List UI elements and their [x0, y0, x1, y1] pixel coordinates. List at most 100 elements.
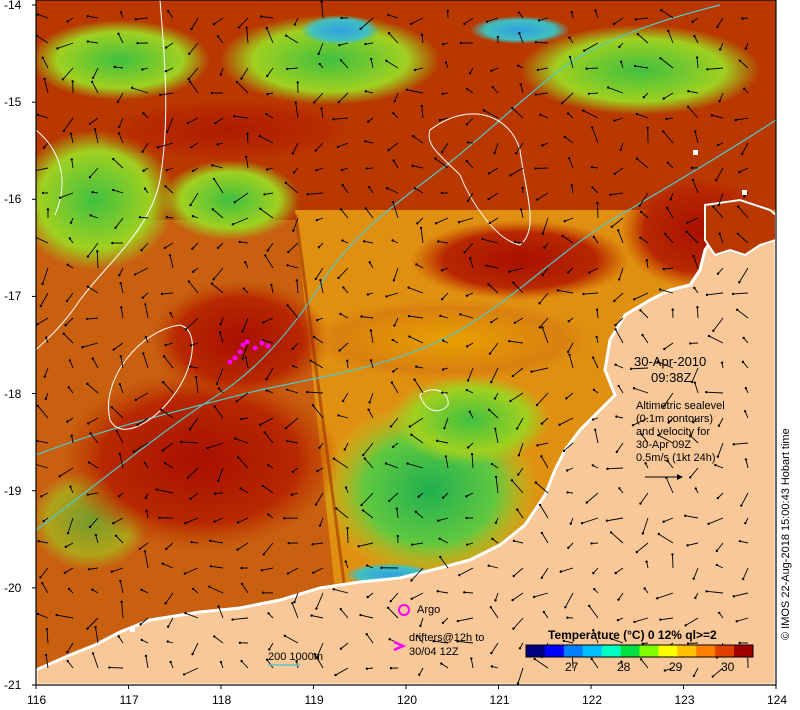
velocity-arrow-head: [245, 26, 248, 29]
velocity-arrow-head: [43, 375, 46, 378]
velocity-arrow: [735, 117, 749, 121]
velocity-arrow: [662, 131, 674, 144]
velocity-arrow-head: [591, 418, 595, 421]
velocity-arrow-head: [691, 421, 695, 424]
velocity-arrow-head: [415, 365, 418, 368]
velocity-arrow-head: [361, 509, 365, 512]
velocity-arrow-head: [635, 157, 639, 160]
velocity-arrow-head: [166, 9, 170, 13]
velocity-arrow-head: [159, 93, 162, 97]
velocity-arrow: [119, 453, 124, 469]
velocity-arrow: [146, 510, 149, 519]
velocity-arrow: [512, 107, 524, 119]
velocity-arrow-head: [635, 550, 639, 554]
velocity-arrow: [286, 389, 299, 394]
velocity-arrow: [688, 90, 699, 94]
velocity-arrow-head: [563, 135, 567, 139]
velocity-arrow: [44, 78, 49, 94]
velocity-arrow-head: [491, 86, 494, 89]
velocity-arrow-head: [360, 503, 363, 507]
velocity-arrow-head: [363, 457, 367, 460]
velocity-arrow-head: [236, 456, 240, 459]
velocity-arrow: [41, 492, 49, 497]
velocity-arrow-head: [642, 96, 645, 99]
velocity-arrow-head: [130, 86, 134, 90]
colorbar-tick-label: 28: [617, 660, 631, 674]
velocity-arrow-head: [487, 172, 491, 175]
velocity-arrow-head: [418, 673, 421, 676]
velocity-arrow-head: [132, 450, 136, 453]
velocity-arrow-head: [444, 455, 448, 458]
velocity-arrow-head: [518, 647, 522, 650]
velocity-arrow: [531, 367, 549, 373]
velocity-arrow-head: [466, 141, 470, 144]
velocity-arrow-head: [144, 335, 148, 339]
velocity-arrow: [741, 142, 749, 155]
velocity-arrow-head: [120, 306, 123, 309]
velocity-arrow-head: [607, 86, 610, 89]
velocity-arrow: [337, 142, 349, 148]
velocity-arrow: [307, 192, 324, 195]
velocity-arrow-head: [441, 621, 445, 624]
velocity-arrow-head: [407, 314, 411, 318]
velocity-arrow: [292, 342, 299, 350]
velocity-arrow-head: [114, 534, 118, 538]
velocity-arrow: [467, 192, 474, 202]
velocity-arrow-head: [614, 323, 617, 327]
velocity-arrow: [663, 267, 674, 270]
velocity-arrow-head: [392, 112, 395, 115]
velocity-arrow-head: [287, 250, 290, 254]
velocity-arrow: [596, 309, 599, 319]
velocity-arrow-head: [590, 165, 593, 169]
velocity-arrow-head: [219, 660, 223, 664]
velocity-arrow: [270, 284, 274, 294]
velocity-arrow: [313, 567, 324, 574]
velocity-arrow-head: [535, 403, 539, 407]
velocity-arrow-head: [580, 522, 584, 525]
velocity-arrow-head: [441, 368, 445, 371]
altimetry-text: Altimetric sealevel (0.1m contours) and …: [636, 400, 766, 465]
velocity-arrow-head: [311, 404, 315, 407]
velocity-arrow: [291, 602, 299, 619]
velocity-arrow-head: [419, 624, 422, 628]
velocity-arrow: [591, 127, 599, 144]
velocity-arrow-head: [738, 59, 742, 62]
velocity-arrow: [213, 178, 224, 194]
velocity-arrow-head: [518, 32, 521, 35]
velocity-arrow: [739, 60, 749, 69]
velocity-arrow-head: [395, 507, 399, 510]
velocity-arrow-head: [263, 254, 267, 257]
velocity-arrow-head: [366, 595, 369, 599]
velocity-arrow: [185, 612, 199, 619]
velocity-arrow: [212, 164, 224, 169]
velocity-arrow: [88, 567, 99, 570]
velocity-arrow: [591, 658, 599, 669]
velocity-arrow: [586, 67, 599, 70]
velocity-arrow-head: [437, 519, 440, 522]
velocity-arrow-head: [117, 495, 121, 498]
velocity-arrow: [361, 316, 374, 319]
velocity-arrow-head: [440, 269, 444, 272]
velocity-arrow: [87, 41, 99, 44]
velocity-arrow-head: [468, 410, 471, 413]
velocity-arrow-head: [490, 651, 493, 655]
velocity-arrow-head: [66, 659, 69, 663]
velocity-arrow-head: [436, 590, 439, 593]
velocity-arrow-head: [744, 386, 748, 390]
velocity-arrow: [333, 117, 349, 120]
velocity-arrow-head: [239, 487, 242, 490]
velocity-arrow-head: [693, 381, 697, 384]
velocity-arrow: [333, 458, 349, 469]
velocity-arrow: [370, 59, 374, 69]
velocity-arrow: [471, 454, 474, 469]
velocity-arrow: [336, 508, 349, 519]
velocity-arrow-head: [743, 410, 747, 413]
velocity-arrow-head: [113, 65, 116, 69]
velocity-arrow: [338, 267, 349, 279]
velocity-arrow: [217, 467, 224, 481]
velocity-arrow: [706, 590, 724, 594]
velocity-arrow-head: [490, 665, 494, 668]
velocity-arrow: [360, 614, 374, 619]
velocity-arrow-head: [339, 312, 342, 316]
velocity-arrow-head: [491, 537, 494, 541]
